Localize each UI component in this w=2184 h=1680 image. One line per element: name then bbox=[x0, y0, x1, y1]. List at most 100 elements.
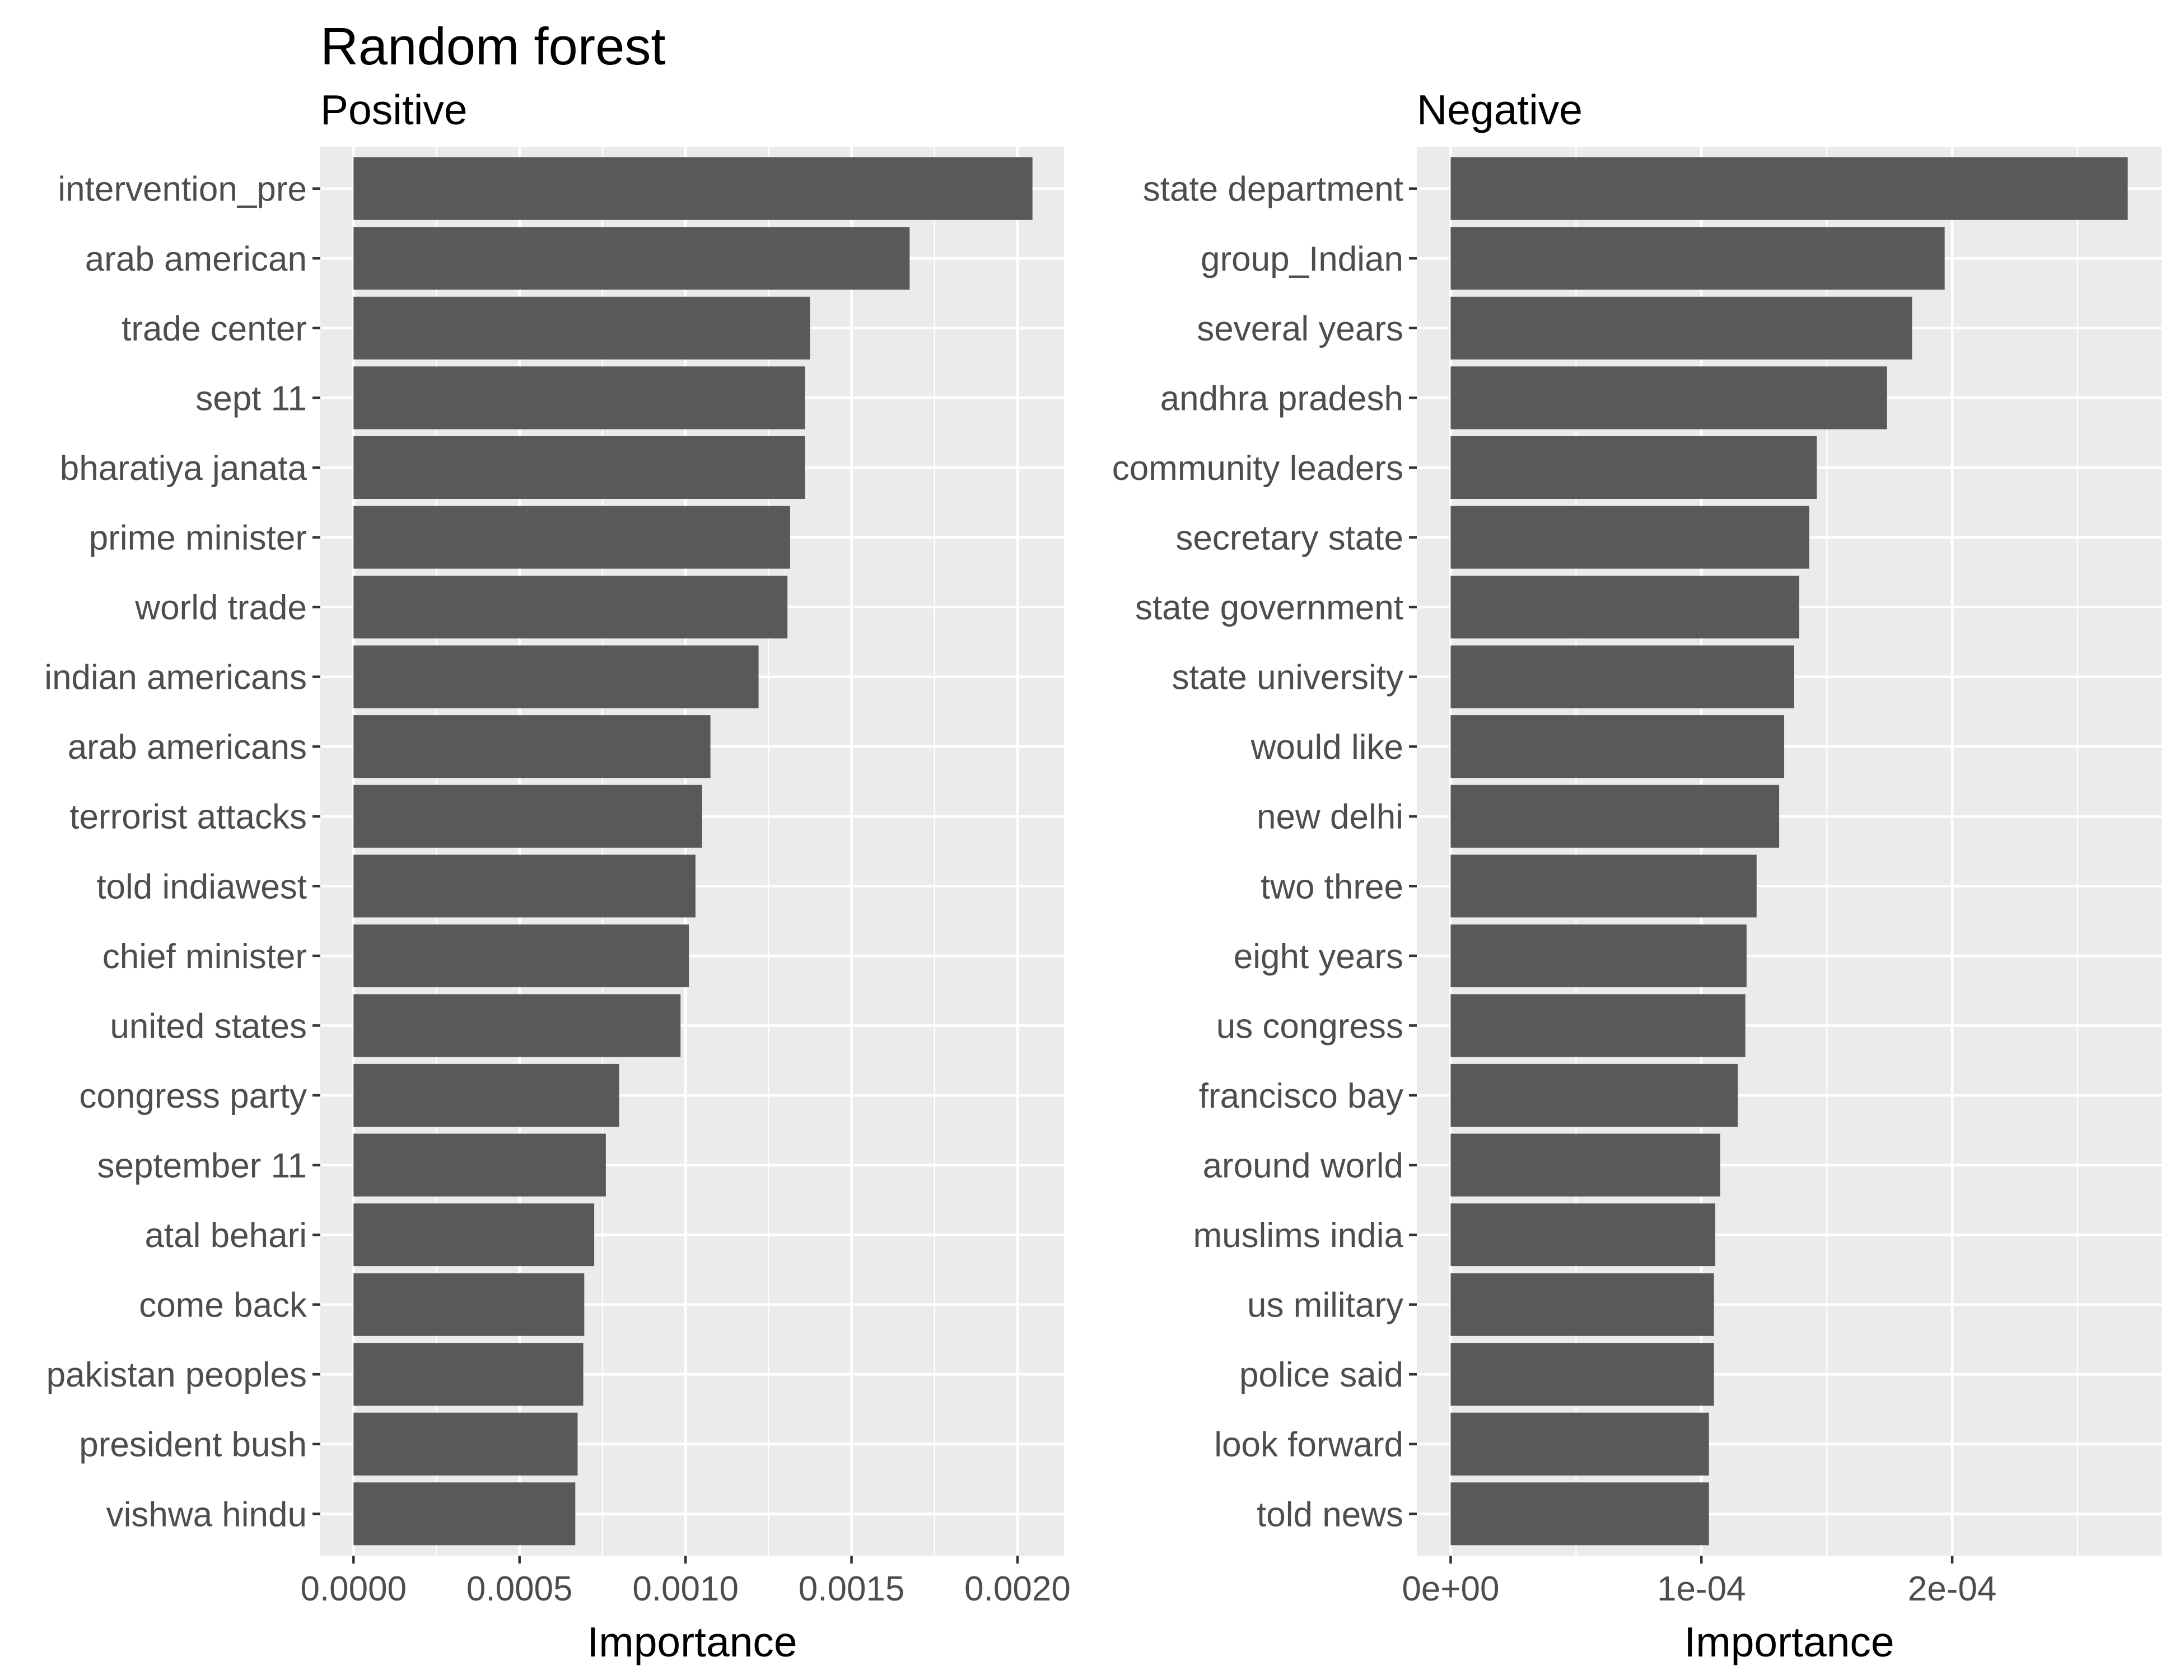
positive-bars bbox=[353, 157, 1033, 1546]
negative-category-label: us military bbox=[1247, 1286, 1403, 1325]
negative-bar-us-military bbox=[1450, 1273, 1714, 1336]
negative-category-label: police said bbox=[1239, 1356, 1403, 1394]
positive-bar-indian-americans bbox=[353, 645, 759, 708]
negative-category-label: look forward bbox=[1214, 1426, 1403, 1464]
negative-bar-several-years bbox=[1450, 296, 1912, 360]
positive-category-label: chief minister bbox=[102, 937, 307, 976]
negative-x-axis-title: Importance bbox=[1684, 1618, 1894, 1665]
positive-category-label: september 11 bbox=[97, 1146, 307, 1185]
negative-category-label: secretary state bbox=[1175, 519, 1403, 558]
negative-category-label: state government bbox=[1135, 589, 1403, 627]
positive-bar-september-11 bbox=[353, 1133, 606, 1197]
negative-category-label: around world bbox=[1203, 1146, 1403, 1185]
positive-bar-arab-americans bbox=[353, 715, 711, 778]
negative-category-label: would like bbox=[1250, 728, 1403, 767]
negative-category-label: community leaders bbox=[1112, 449, 1403, 488]
negative-bar-group-indian bbox=[1450, 227, 1945, 290]
positive-bar-trade-center bbox=[353, 296, 810, 360]
negative-panel-title: Negative bbox=[1417, 86, 1583, 133]
negative-bar-state-government bbox=[1450, 576, 1799, 639]
negative-category-label: new delhi bbox=[1257, 798, 1403, 837]
positive-x-tick-label: 0.0005 bbox=[466, 1570, 573, 1608]
positive-bar-atal-behari bbox=[353, 1203, 595, 1267]
figure-title: Random forest bbox=[320, 17, 666, 76]
negative-bar-look-forward bbox=[1450, 1412, 1709, 1476]
positive-x-tick-label: 0.0015 bbox=[799, 1570, 905, 1608]
positive-bar-pakistan-peoples bbox=[353, 1343, 584, 1406]
positive-x-axis-title: Importance bbox=[587, 1618, 797, 1665]
positive-bar-vishwa-hindu bbox=[353, 1482, 576, 1546]
positive-bar-come-back bbox=[353, 1273, 585, 1336]
positive-category-label: united states bbox=[110, 1007, 307, 1046]
positive-x-axis-ticks: 0.0000 0.0005 0.0010 0.0015 0.0020 bbox=[300, 1556, 1071, 1608]
positive-bar-congress-party bbox=[353, 1063, 619, 1127]
negative-bar-secretary-state bbox=[1450, 506, 1809, 569]
positive-bar-terrorist-attacks bbox=[353, 785, 702, 848]
positive-category-label: atal behari bbox=[144, 1216, 307, 1255]
negative-bar-would-like bbox=[1450, 715, 1785, 778]
positive-category-label: trade center bbox=[122, 310, 307, 348]
negative-category-label: us congress bbox=[1216, 1007, 1403, 1046]
negative-category-label: muslims india bbox=[1193, 1216, 1403, 1255]
negative-bar-state-university bbox=[1450, 645, 1794, 708]
positive-category-label: world trade bbox=[134, 589, 307, 627]
positive-bar-president-bush bbox=[353, 1412, 578, 1476]
negative-bar-new-delhi bbox=[1450, 785, 1780, 848]
positive-x-tick-label: 0.0000 bbox=[300, 1570, 407, 1608]
positive-x-tick-label: 0.0020 bbox=[964, 1570, 1071, 1608]
positive-category-label: come back bbox=[139, 1286, 307, 1325]
negative-bar-police-said bbox=[1450, 1343, 1714, 1406]
negative-bars bbox=[1450, 157, 2128, 1546]
negative-bar-francisco-bay bbox=[1450, 1063, 1738, 1127]
positive-category-label: president bush bbox=[79, 1426, 307, 1464]
positive-category-label: bharatiya janata bbox=[60, 449, 307, 488]
negative-x-tick-label: 2e-04 bbox=[1908, 1570, 1997, 1608]
negative-category-label: andhra pradesh bbox=[1160, 379, 1403, 418]
positive-category-label: prime minister bbox=[89, 519, 307, 558]
negative-category-label: state department bbox=[1143, 170, 1403, 209]
negative-category-label: eight years bbox=[1234, 937, 1403, 976]
positive-bar-intervention-pre bbox=[353, 157, 1033, 220]
positive-category-label: pakistan peoples bbox=[46, 1356, 307, 1394]
negative-category-label: several years bbox=[1197, 310, 1403, 348]
positive-category-label: terrorist attacks bbox=[69, 798, 307, 837]
negative-bar-around-world bbox=[1450, 1133, 1720, 1197]
positive-bar-arab-american bbox=[353, 227, 910, 290]
negative-bar-andhra-pradesh bbox=[1450, 366, 1887, 430]
negative-bar-state-department bbox=[1450, 157, 2128, 220]
negative-x-axis-ticks: 0e+00 1e-04 2e-04 bbox=[1402, 1556, 1996, 1608]
positive-category-label: congress party bbox=[79, 1077, 307, 1116]
negative-bar-eight-years bbox=[1450, 924, 1747, 987]
negative-x-tick-label: 1e-04 bbox=[1657, 1570, 1746, 1608]
positive-category-label: intervention_pre bbox=[58, 170, 307, 209]
positive-category-label: told indiawest bbox=[96, 867, 307, 906]
positive-bar-bharatiya-janata bbox=[353, 436, 805, 499]
negative-bar-community-leaders bbox=[1450, 436, 1817, 499]
positive-category-label: arab americans bbox=[68, 728, 307, 767]
negative-bar-two-three bbox=[1450, 855, 1757, 918]
negative-category-label: francisco bay bbox=[1199, 1077, 1403, 1116]
negative-panel: Negative state department group_Indiansev… bbox=[1112, 86, 2162, 1665]
negative-category-label: group_Indian bbox=[1201, 240, 1403, 278]
positive-x-tick-label: 0.0010 bbox=[632, 1570, 739, 1608]
negative-category-label: told news bbox=[1257, 1495, 1403, 1534]
positive-bar-prime-minister bbox=[353, 506, 790, 569]
positive-bar-told-indiawest bbox=[353, 855, 696, 918]
negative-bar-us-congress bbox=[1450, 994, 1746, 1057]
positive-bar-world-trade bbox=[353, 576, 788, 639]
positive-bar-chief-minister bbox=[353, 924, 689, 987]
positive-bar-united-states bbox=[353, 994, 681, 1057]
positive-category-label: indian americans bbox=[44, 659, 307, 697]
negative-category-label: state university bbox=[1172, 659, 1403, 697]
negative-bar-muslims-india bbox=[1450, 1203, 1715, 1267]
positive-category-label: vishwa hindu bbox=[106, 1495, 307, 1534]
positive-panel-title: Positive bbox=[320, 86, 468, 133]
positive-category-label: arab american bbox=[85, 240, 307, 278]
positive-category-label: sept 11 bbox=[195, 379, 307, 418]
negative-bar-told-news bbox=[1450, 1482, 1709, 1546]
positive-bar-sept-11 bbox=[353, 366, 805, 430]
negative-category-label: two three bbox=[1261, 867, 1403, 906]
